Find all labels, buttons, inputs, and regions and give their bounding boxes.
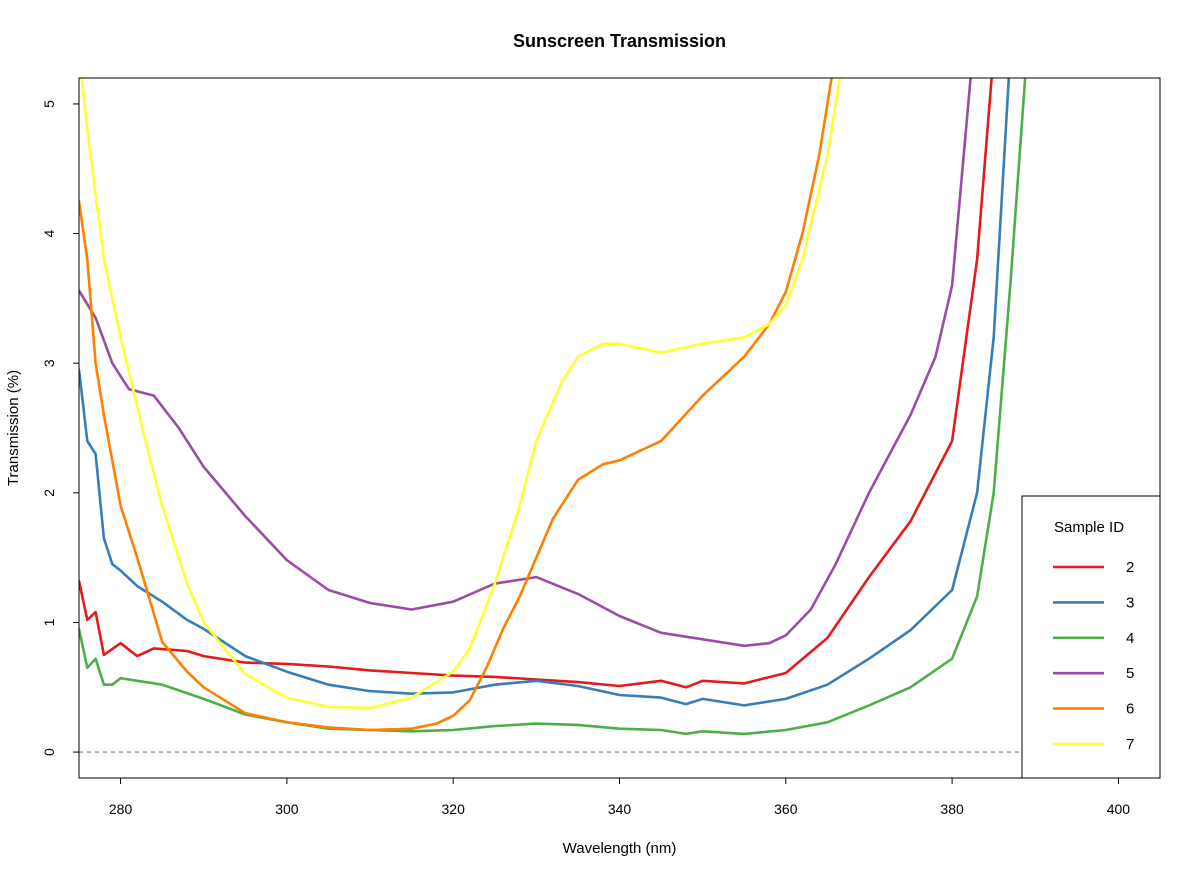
x-tick-label: 280 (109, 801, 133, 817)
series-line-4 (79, 78, 1027, 736)
legend: Sample ID 2 3 4 5 6 7 (1021, 495, 1161, 779)
y-tick-label: 1 (41, 618, 57, 626)
y-tick-label: 4 (41, 229, 57, 237)
series-line-2 (79, 78, 993, 689)
chart-title: Sunscreen Transmission (513, 31, 726, 51)
series-line-5 (79, 78, 972, 648)
series-line-3 (79, 78, 1011, 707)
legend-label-7: 7 (1126, 736, 1134, 753)
x-tick-label: 320 (442, 801, 466, 817)
x-axis: 280 300 320 340 360 380 400 (109, 778, 1130, 817)
legend-label-5: 5 (1126, 665, 1134, 682)
y-tick-label: 0 (41, 748, 57, 756)
x-tick-label: 340 (608, 801, 632, 817)
legend-title: Sample ID (1054, 519, 1124, 536)
legend-label-3: 3 (1126, 594, 1134, 611)
series-line-6 (79, 78, 833, 732)
x-axis-title: Wavelength (nm) (563, 840, 677, 857)
series-lines (79, 78, 1160, 753)
x-tick-label: 380 (940, 801, 964, 817)
y-tick-label: 2 (41, 489, 57, 497)
y-axis-title: Transmission (%) (5, 370, 22, 486)
legend-label-4: 4 (1126, 630, 1134, 647)
x-tick-label: 300 (275, 801, 299, 817)
y-axis: 0 1 2 3 4 5 (41, 100, 79, 756)
y-tick-label: 5 (41, 100, 57, 108)
y-tick-label: 3 (41, 359, 57, 367)
legend-label-6: 6 (1126, 701, 1134, 718)
x-tick-label: 400 (1107, 801, 1131, 817)
x-tick-label: 360 (774, 801, 798, 817)
series-line-7 (80, 78, 842, 710)
legend-label-2: 2 (1126, 559, 1134, 576)
